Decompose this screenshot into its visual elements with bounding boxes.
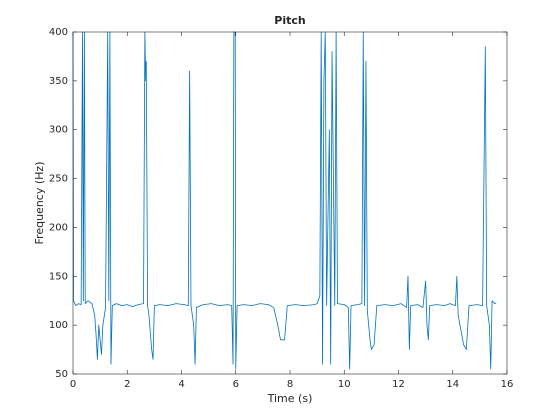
x-tick-label: 6	[233, 379, 239, 390]
x-tick-label: 0	[70, 379, 76, 390]
y-tick-label: 200	[49, 222, 68, 233]
y-tick-label: 350	[49, 76, 68, 87]
x-tick-label: 10	[338, 379, 351, 390]
y-tick-label: 250	[49, 174, 68, 185]
x-axis-label: Time (s)	[267, 392, 313, 405]
y-tick-label: 400	[49, 27, 68, 38]
y-tick-label: 150	[49, 271, 68, 282]
data-line	[72, 31, 497, 370]
x-tick-label: 4	[178, 379, 184, 390]
y-tick-label: 100	[49, 320, 68, 331]
x-tick-label: 8	[287, 379, 293, 390]
y-tick-label: 50	[55, 369, 68, 380]
y-axis-label: Frequency (Hz)	[33, 162, 46, 245]
x-tick-label: 14	[446, 379, 459, 390]
x-tick-label: 2	[124, 379, 130, 390]
chart-title: Pitch	[274, 14, 305, 27]
x-tick-label: 16	[501, 379, 514, 390]
y-tick-label: 300	[49, 125, 68, 136]
x-tick-label: 12	[392, 379, 405, 390]
